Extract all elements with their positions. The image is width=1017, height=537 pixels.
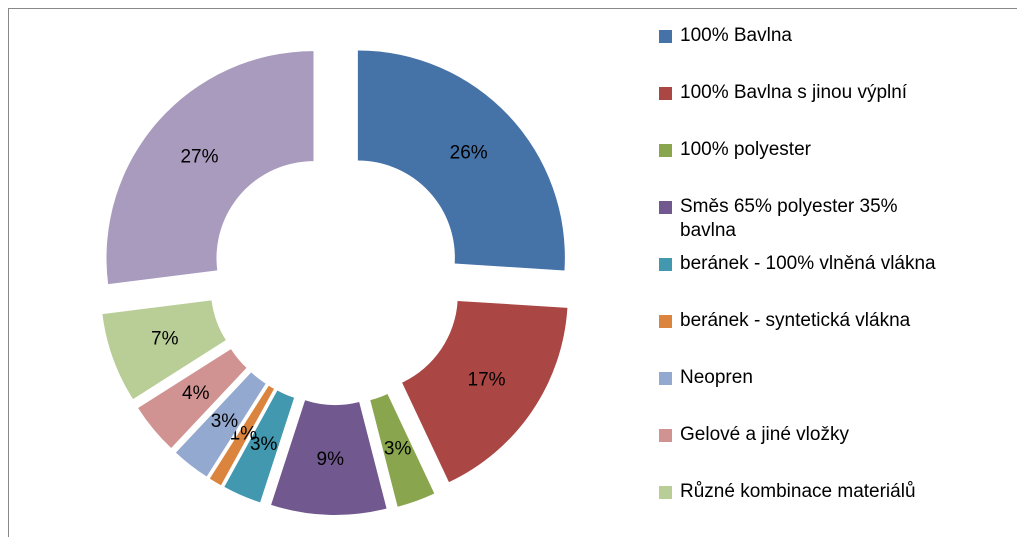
- donut-slice: [370, 393, 435, 507]
- donut-slice: [402, 300, 568, 483]
- legend-swatch: [659, 87, 672, 100]
- legend-label: 100% Bavlna s jinou výplní: [680, 82, 908, 103]
- data-label: 26%: [450, 142, 488, 163]
- legend-swatch: [659, 258, 672, 271]
- legend-swatch: [659, 372, 672, 385]
- legend-swatch: [659, 201, 672, 214]
- legend-label: Směs 65% polyester 35% bavlna: [680, 196, 898, 241]
- legend: 100% Bavlna 100% Bavlna s jinou výplní 100…: [655, 24, 1010, 537]
- legend-item: Směs 65% polyester 35% bavlna: [655, 195, 955, 252]
- donut-slice: [357, 50, 565, 271]
- legend-swatch: [659, 486, 672, 499]
- donut-slice: [106, 51, 314, 285]
- legend-item: 100% polyester: [655, 138, 1010, 195]
- legend-item: 100% Bavlna s jinou výplní: [655, 81, 1010, 138]
- legend-item: Neopren: [655, 366, 1010, 423]
- donut-slice: [224, 390, 295, 503]
- donut-slice: [102, 300, 226, 400]
- donut-slice: [209, 385, 274, 486]
- legend-label: Různé kombinace materiálů: [680, 481, 916, 502]
- legend-label: Neopren: [680, 367, 753, 388]
- donut-slice: [138, 349, 247, 449]
- legend-item: beránek - 100% vlněná vlákna: [655, 252, 1010, 309]
- data-label: 27%: [180, 147, 218, 168]
- data-label: 7%: [151, 329, 179, 350]
- donut-slice: [271, 400, 387, 515]
- legend-label: Gelové a jiné vložky: [680, 424, 849, 445]
- legend-label: 100% Bavlna: [680, 25, 792, 46]
- legend-item: 100% Bavlna: [655, 24, 1010, 81]
- legend-label: beránek - 100% vlněná vlákna: [680, 253, 936, 274]
- donut-slice: [175, 372, 266, 477]
- legend-label: 100% polyester: [680, 139, 811, 160]
- data-label: 9%: [317, 449, 345, 470]
- legend-item: beránek - syntetická vlákna: [655, 309, 1010, 366]
- data-label: 3%: [384, 438, 412, 459]
- chart-border: [8, 8, 1017, 537]
- legend-swatch: [659, 30, 672, 43]
- legend-swatch: [659, 315, 672, 328]
- legend-item: Různé kombinace materiálů: [655, 480, 1010, 537]
- legend-item: Gelové a jiné vložky: [655, 423, 1010, 480]
- data-label: 3%: [250, 434, 278, 455]
- legend-swatch: [659, 429, 672, 442]
- legend-swatch: [659, 144, 672, 157]
- data-label: 3%: [211, 411, 239, 432]
- legend-label: beránek - syntetická vlákna: [680, 310, 911, 331]
- data-label: 17%: [468, 369, 506, 390]
- data-label: 4%: [182, 383, 210, 404]
